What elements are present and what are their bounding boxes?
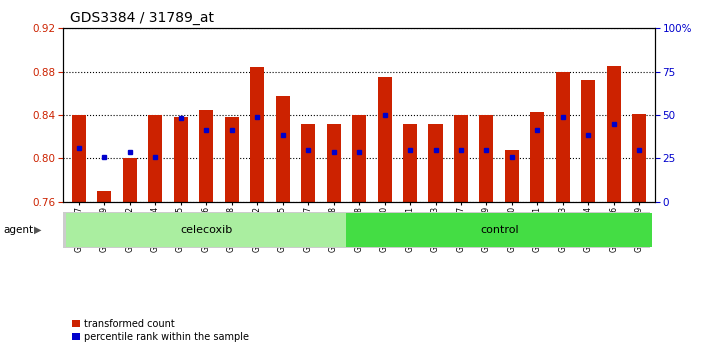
Bar xyxy=(530,112,544,202)
Bar xyxy=(582,80,596,202)
Legend: transformed count, percentile rank within the sample: transformed count, percentile rank withi… xyxy=(68,315,253,346)
Bar xyxy=(66,213,346,247)
Text: agent: agent xyxy=(4,225,34,235)
Bar xyxy=(346,213,652,247)
Bar xyxy=(479,115,494,202)
Bar xyxy=(225,117,239,202)
Bar xyxy=(607,66,621,202)
Bar xyxy=(250,67,264,202)
Bar xyxy=(122,158,137,202)
Bar xyxy=(174,117,188,202)
Text: ▶: ▶ xyxy=(34,225,42,235)
Bar xyxy=(454,115,468,202)
Bar xyxy=(556,72,570,202)
Bar xyxy=(301,124,315,202)
Bar xyxy=(97,191,111,202)
Bar xyxy=(199,110,213,202)
Bar xyxy=(148,115,162,202)
Bar xyxy=(327,124,341,202)
Bar xyxy=(275,96,289,202)
Bar xyxy=(403,124,417,202)
Bar xyxy=(505,150,519,202)
Text: GDS3384 / 31789_at: GDS3384 / 31789_at xyxy=(70,11,215,25)
Bar xyxy=(352,115,366,202)
Bar xyxy=(632,114,646,202)
Bar xyxy=(377,77,391,202)
Text: control: control xyxy=(480,225,519,235)
Bar xyxy=(72,115,86,202)
Text: celecoxib: celecoxib xyxy=(180,225,232,235)
Bar xyxy=(429,124,443,202)
